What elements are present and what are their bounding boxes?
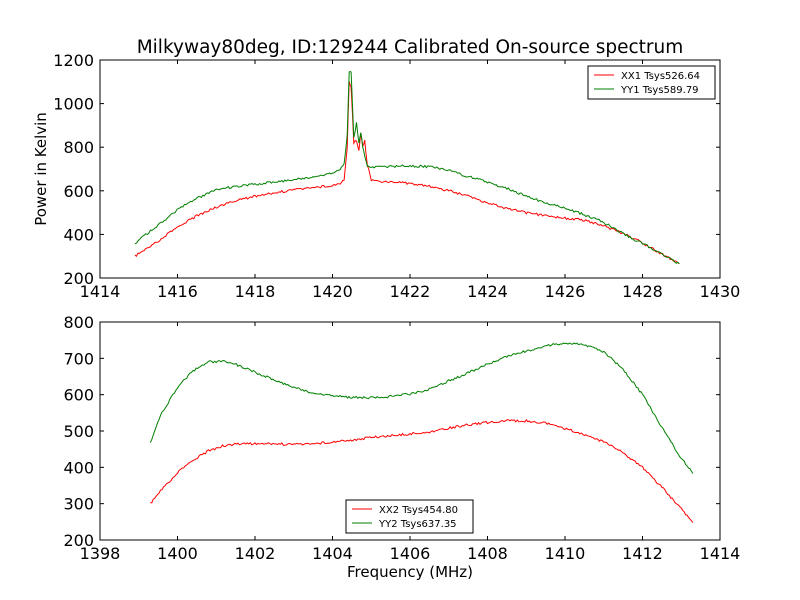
y-tick-label: 600 [63,182,94,201]
y-tick-label: 400 [63,458,94,477]
series-line-yy1 [134,70,680,265]
x-tick-label: 1414 [80,282,121,301]
x-tick-label: 1426 [545,282,586,301]
y-tick-label: 500 [63,422,94,441]
x-tick-label: 1428 [622,282,663,301]
x-tick-label: 1424 [467,282,508,301]
x-tick-label: 1430 [700,282,741,301]
axes-frame [99,321,721,541]
x-tick-label: 1398 [80,544,121,563]
y-tick-label: 400 [63,225,94,244]
axes-frame [99,59,721,279]
y-tick-label: 200 [63,269,94,288]
legend-label: YY2 Tsys637.35 [378,519,457,530]
x-tick-label: 1404 [312,544,353,563]
x-axis-label: Frequency (MHz) [347,563,473,581]
x-tick-label: 1402 [235,544,276,563]
y-axis-label: Power in Kelvin [32,112,50,226]
chart-bottom-xx2-yy2: 1398 1400 1402 1404 1406 1408 1410 1412 1414 200 3… [63,313,740,581]
series-line-yy2 [149,342,694,474]
x-tick-label: 1420 [312,282,353,301]
chart-top-xx1-yy1: 1414 1416 1418 1420 1422 1424 1426 1428 1430 200 4… [32,51,740,301]
y-tick-label: 300 [63,495,94,514]
legend-label: XX1 Tsys526.64 [621,71,700,82]
legend: XX1 Tsys526.64 YY1 Tsys589.79 [587,65,716,100]
x-tick-label: 1408 [467,544,508,563]
legend-label: XX2 Tsys454.80 [379,505,458,516]
series-line-xx2 [150,418,694,523]
y-tick-label: 700 [63,349,94,368]
x-tick-label: 1416 [157,282,198,301]
y-tick-label: 200 [63,531,94,550]
y-tick-label: 1200 [53,51,94,70]
y-tick-label: 800 [63,138,94,157]
y-tick-label: 1000 [53,95,94,114]
x-tick-label: 1406 [390,544,431,563]
legend-box [345,499,474,534]
x-tick-label: 1414 [700,544,741,563]
legend-label: YY1 Tsys589.79 [620,85,699,96]
figure-title: Milkyway80deg, ID:129244 Calibrated On-s… [137,37,684,58]
legend: XX2 Tsys454.80 YY2 Tsys637.35 [345,499,474,534]
legend-box [587,65,716,100]
y-tick-label: 800 [63,313,94,332]
x-tick-label: 1410 [545,544,586,563]
x-tick-label: 1400 [157,544,198,563]
y-tick-label: 600 [63,386,94,405]
x-tick-label: 1422 [390,282,431,301]
x-tick-label: 1412 [622,544,663,563]
x-tick-label: 1418 [235,282,276,301]
series-line-xx1 [134,81,680,265]
